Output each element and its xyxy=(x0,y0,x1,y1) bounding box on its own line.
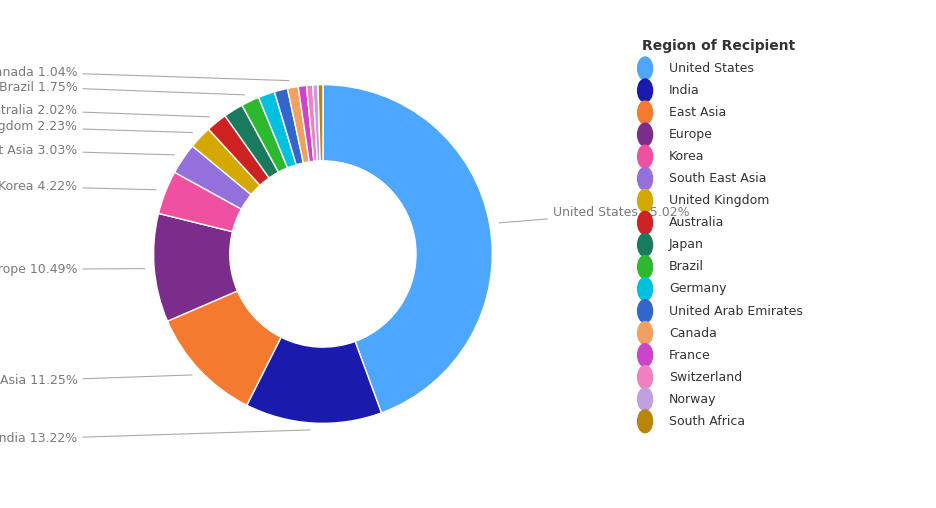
Text: Australia 2.02%: Australia 2.02% xyxy=(0,104,210,117)
Circle shape xyxy=(637,366,652,389)
Circle shape xyxy=(637,167,652,190)
Text: Canada 1.04%: Canada 1.04% xyxy=(0,66,289,81)
Text: Germany: Germany xyxy=(669,282,726,296)
Text: Region of Recipient: Region of Recipient xyxy=(642,39,796,53)
Circle shape xyxy=(637,189,652,212)
Text: United Kingdom: United Kingdom xyxy=(669,194,769,207)
Wedge shape xyxy=(313,85,320,161)
Text: Canada: Canada xyxy=(669,327,717,339)
Text: India 13.22%: India 13.22% xyxy=(0,430,310,445)
Circle shape xyxy=(637,79,652,102)
Circle shape xyxy=(637,211,652,234)
Text: Japan: Japan xyxy=(669,238,704,251)
Text: Europe: Europe xyxy=(669,128,713,141)
Wedge shape xyxy=(242,98,287,172)
Circle shape xyxy=(637,57,652,80)
Wedge shape xyxy=(287,86,309,163)
Text: United States 45.02%: United States 45.02% xyxy=(499,206,690,223)
Circle shape xyxy=(637,233,652,256)
Wedge shape xyxy=(193,129,260,195)
Circle shape xyxy=(637,410,652,433)
Text: France: France xyxy=(669,348,710,362)
Circle shape xyxy=(637,322,652,344)
Wedge shape xyxy=(323,85,492,413)
Circle shape xyxy=(637,344,652,367)
Text: India: India xyxy=(669,84,700,97)
Text: Switzerland: Switzerland xyxy=(669,371,742,384)
Wedge shape xyxy=(247,337,382,423)
Text: South East Asia: South East Asia xyxy=(669,172,767,185)
Circle shape xyxy=(637,256,652,278)
Text: South East Asia 3.03%: South East Asia 3.03% xyxy=(0,143,174,156)
Wedge shape xyxy=(225,105,278,178)
Wedge shape xyxy=(318,85,323,161)
Circle shape xyxy=(637,145,652,168)
Wedge shape xyxy=(168,291,281,405)
Text: Europe 10.49%: Europe 10.49% xyxy=(0,263,145,276)
Text: Korea 4.22%: Korea 4.22% xyxy=(0,180,156,193)
Wedge shape xyxy=(175,146,251,209)
Circle shape xyxy=(637,388,652,410)
Wedge shape xyxy=(306,85,317,162)
Circle shape xyxy=(637,101,652,124)
Text: Australia: Australia xyxy=(669,216,724,229)
Text: Brazil: Brazil xyxy=(669,261,704,273)
Circle shape xyxy=(637,300,652,323)
Text: South Africa: South Africa xyxy=(669,415,745,428)
Wedge shape xyxy=(299,85,314,162)
Wedge shape xyxy=(209,116,269,185)
Circle shape xyxy=(637,277,652,300)
Wedge shape xyxy=(274,88,303,165)
Text: United Arab Emirates: United Arab Emirates xyxy=(669,304,803,318)
Text: United Kingdom 2.23%: United Kingdom 2.23% xyxy=(0,120,193,133)
Text: United States: United States xyxy=(669,62,753,75)
Text: East Asia 11.25%: East Asia 11.25% xyxy=(0,374,192,388)
Wedge shape xyxy=(154,213,238,321)
Text: Korea: Korea xyxy=(669,150,705,163)
Text: Norway: Norway xyxy=(669,393,717,406)
Circle shape xyxy=(637,123,652,146)
Text: Brazil 1.75%: Brazil 1.75% xyxy=(0,80,244,95)
Wedge shape xyxy=(258,92,296,168)
Wedge shape xyxy=(158,172,241,232)
Text: East Asia: East Asia xyxy=(669,106,726,119)
